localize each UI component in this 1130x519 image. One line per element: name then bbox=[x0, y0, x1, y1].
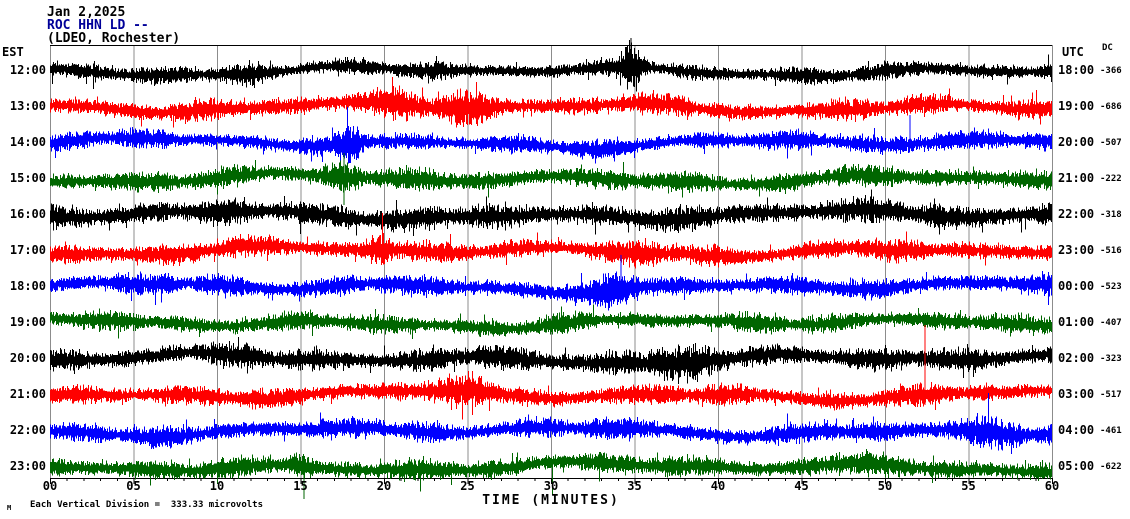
utc-hour-label: 22:00 bbox=[1058, 207, 1095, 221]
dc-offset-value: -523 bbox=[1100, 282, 1122, 292]
x-axis-tick-label: 30 bbox=[543, 479, 559, 493]
est-hour-label: 13:00 bbox=[9, 99, 46, 113]
seismogram-trace-1800-blue bbox=[50, 255, 1052, 311]
est-hour-label: 23:00 bbox=[9, 459, 46, 473]
utc-hour-label: 03:00 bbox=[1058, 387, 1095, 401]
vertical-division-footnote: Each Vertical Division = 333.33 microvol… bbox=[30, 500, 263, 510]
est-hour-label: 19:00 bbox=[9, 315, 46, 329]
seismogram-trace-1300-red bbox=[50, 77, 1052, 128]
seismogram-trace-2100-red bbox=[50, 325, 1052, 420]
dc-offset-value: -507 bbox=[1100, 138, 1122, 148]
x-axis-tick-label: 35 bbox=[627, 479, 642, 493]
corner-glyph: M bbox=[7, 504, 12, 512]
dc-offset-value: -407 bbox=[1100, 318, 1122, 328]
est-hour-label: 12:00 bbox=[9, 63, 46, 77]
x-axis-tick-label: 05 bbox=[126, 479, 141, 493]
est-hour-label: 22:00 bbox=[9, 423, 46, 437]
dc-offset-column-label: DC bbox=[1102, 43, 1113, 53]
header-date: Jan 2,2025 bbox=[47, 5, 126, 20]
x-axis-tick-label: 10 bbox=[209, 479, 225, 493]
est-hour-label: 18:00 bbox=[9, 279, 46, 293]
est-hour-label: 21:00 bbox=[9, 387, 46, 401]
est-hour-label: 15:00 bbox=[9, 171, 46, 185]
x-axis-tick-label: 50 bbox=[877, 479, 893, 493]
dc-offset-value: -461 bbox=[1100, 426, 1122, 436]
est-hour-label: 17:00 bbox=[9, 243, 46, 257]
seismogram-trace-2300-green bbox=[50, 449, 1052, 499]
seismogram-trace-1400-blue bbox=[50, 107, 1052, 164]
x-axis-tick-label: 40 bbox=[710, 479, 726, 493]
dc-offset-value: -366 bbox=[1100, 66, 1122, 76]
x-axis-tick-label: 45 bbox=[794, 479, 809, 493]
utc-hour-label: 05:00 bbox=[1058, 459, 1095, 473]
x-axis-tick-label: 60 bbox=[1044, 479, 1060, 493]
seismogram-trace-1600-black bbox=[50, 189, 1052, 237]
utc-hour-label: 23:00 bbox=[1058, 243, 1095, 257]
dc-offset-value: -318 bbox=[1100, 210, 1122, 220]
left-timezone-label: EST bbox=[2, 45, 24, 59]
x-axis-tick-label: 00 bbox=[42, 479, 58, 493]
seismogram-trace-1500-green bbox=[50, 153, 1052, 205]
dc-offset-value: -323 bbox=[1100, 354, 1122, 364]
x-axis-tick-label: 20 bbox=[376, 479, 392, 493]
est-hour-label: 14:00 bbox=[9, 135, 46, 149]
seismogram-trace-1900-green bbox=[50, 304, 1052, 339]
header-network-location: (LDEO, Rochester) bbox=[47, 31, 181, 46]
dc-offset-value: -222 bbox=[1100, 174, 1122, 184]
seismogram-trace-2200-blue bbox=[50, 393, 1052, 455]
seismogram-trace-1700-red bbox=[50, 213, 1052, 269]
dc-offset-value: -516 bbox=[1100, 246, 1122, 256]
utc-hour-label: 19:00 bbox=[1058, 99, 1095, 113]
utc-hour-label: 02:00 bbox=[1058, 351, 1095, 365]
x-axis-tick-label: 25 bbox=[460, 479, 475, 493]
utc-hour-label: 04:00 bbox=[1058, 423, 1095, 437]
utc-hour-label: 21:00 bbox=[1058, 171, 1095, 185]
dc-offset-value: -686 bbox=[1100, 102, 1122, 112]
utc-hour-label: 20:00 bbox=[1058, 135, 1095, 149]
x-axis-title: TIME (MINUTES) bbox=[482, 493, 620, 508]
est-hour-label: 20:00 bbox=[9, 351, 46, 365]
seismogram-trace-1200-black bbox=[50, 38, 1052, 92]
x-axis-tick-label: 55 bbox=[961, 479, 976, 493]
est-hour-label: 16:00 bbox=[9, 207, 46, 221]
utc-hour-label: 01:00 bbox=[1058, 315, 1095, 329]
right-timezone-label: UTC bbox=[1062, 45, 1084, 59]
header-station-channel: ROC HHN LD -- bbox=[47, 18, 149, 33]
x-axis-tick-label: 15 bbox=[293, 479, 308, 493]
utc-hour-label: 00:00 bbox=[1058, 279, 1095, 293]
dc-offset-value: -622 bbox=[1100, 462, 1122, 472]
seismogram-trace-2000-black bbox=[50, 336, 1052, 385]
dc-offset-value: -517 bbox=[1100, 390, 1122, 400]
utc-hour-label: 18:00 bbox=[1058, 63, 1095, 77]
